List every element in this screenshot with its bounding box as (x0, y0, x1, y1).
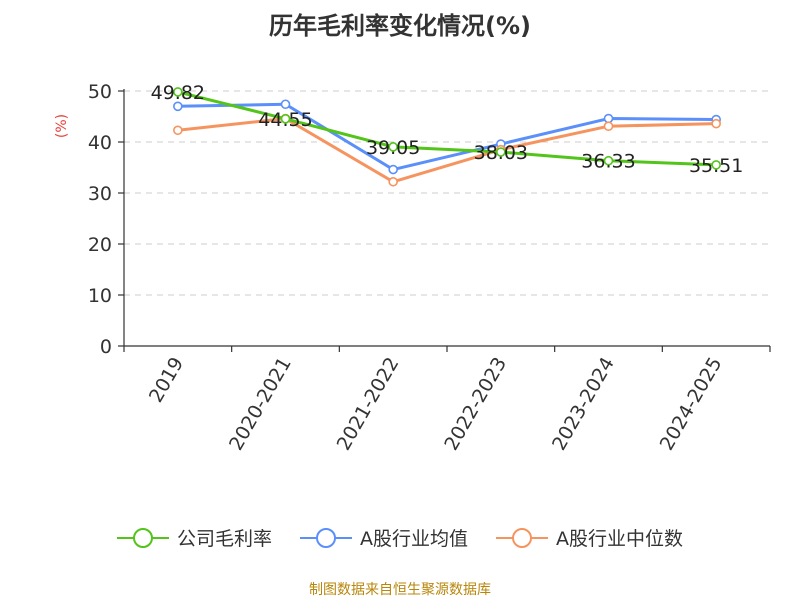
source-note: 制图数据来自恒生聚源数据库 (309, 582, 491, 598)
data-point (711, 118, 721, 129)
data-label: 44.55 (258, 109, 312, 131)
data-point (603, 121, 614, 131)
legend-label: 公司毛利率 (177, 528, 272, 550)
legend-marker-icon (316, 528, 337, 548)
y-axis-unit: (%) (54, 114, 70, 138)
data-point (280, 113, 291, 124)
data-point (711, 160, 721, 170)
data-label: 49.82 (151, 82, 205, 104)
data-point (173, 101, 183, 112)
legend-marker-icon (132, 528, 153, 548)
x-tick-label: 2022-2023 (440, 354, 511, 455)
x-tick-label: 2019 (145, 354, 188, 407)
data-point (173, 87, 183, 97)
x-tick-label: 2021-2022 (333, 354, 404, 455)
data-point (603, 155, 614, 166)
series-line (176, 117, 718, 184)
legend-marker-icon (512, 528, 533, 548)
y-tick-label: 0 (100, 336, 112, 358)
y-tick-label: 30 (88, 183, 112, 205)
series-lines (173, 87, 721, 187)
x-tick-label: 2023-2024 (548, 354, 619, 455)
y-tick-label: 10 (88, 285, 112, 307)
data-point (603, 113, 614, 124)
data-label: 39.05 (366, 137, 420, 159)
data-point (173, 125, 183, 136)
y-tick-label: 50 (88, 81, 112, 103)
legend: 公司毛利率 A股行业均值 A股行业中位数 (116, 528, 683, 550)
axes: 0 10 20 30 40 50 2019 2020-2021 2021-2022 2022-20… (88, 81, 771, 455)
data-point (388, 176, 398, 187)
y-tick-label: 40 (88, 132, 112, 154)
y-tick-label: 20 (88, 234, 112, 256)
legend-label: A股行业中位数 (556, 528, 683, 550)
chart-title: 历年毛利率变化情况(%) (269, 12, 531, 40)
series-line (176, 102, 718, 172)
data-point (280, 99, 291, 110)
data-label: 38.03 (474, 142, 528, 164)
data-labels: 49.82 44.55 39.05 38.03 36.33 35.51 (151, 82, 744, 177)
data-label: 36.33 (581, 151, 635, 173)
x-tick-label: 2020-2021 (225, 354, 296, 455)
data-point (388, 164, 398, 175)
data-point (496, 147, 506, 157)
data-point (388, 142, 398, 152)
x-tick-label: 2024-2025 (656, 354, 727, 455)
data-label: 35.51 (689, 155, 743, 177)
grid (124, 90, 770, 296)
series-line (176, 90, 718, 167)
legend-label: A股行业均值 (360, 528, 468, 550)
